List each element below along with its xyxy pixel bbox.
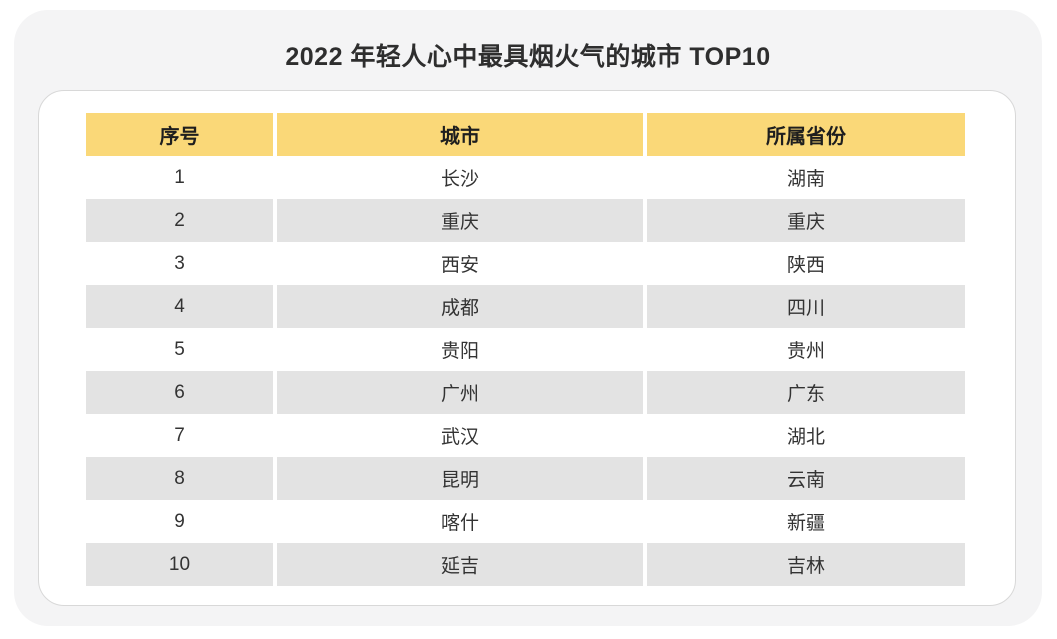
page-title: 2022 年轻人心中最具烟火气的城市 TOP10	[285, 43, 771, 71]
cell-rank: 7	[174, 424, 185, 446]
table-card: 序号 城市 所属省份 1 长沙 湖南 2 重庆 重庆 3 西安 陕西 4	[38, 90, 1016, 606]
cell-city: 广州	[277, 371, 643, 414]
table-row: 6 广州 广东	[86, 371, 965, 414]
table-row: 4 成都 四川	[86, 285, 965, 328]
header-cell-rank: 序号	[86, 113, 273, 156]
cell-city: 喀什	[440, 513, 479, 534]
cell-rank: 10	[86, 543, 273, 586]
cell-rank: 9	[174, 510, 185, 532]
cell-rank: 4	[86, 285, 273, 328]
cell-province: 重庆	[647, 199, 965, 242]
cell-province: 湖北	[786, 427, 825, 448]
cell-province: 陕西	[786, 255, 825, 276]
table-row: 8 昆明 云南	[86, 457, 965, 500]
table-row: 5 贵阳 贵州	[86, 328, 965, 371]
cell-province: 四川	[647, 285, 965, 328]
cell-city: 重庆	[277, 199, 643, 242]
table-row: 3 西安 陕西	[86, 242, 965, 285]
cell-province: 新疆	[786, 513, 825, 534]
cell-city: 武汉	[440, 427, 479, 448]
table-row: 7 武汉 湖北	[86, 414, 965, 457]
cell-rank: 8	[86, 457, 273, 500]
table-row: 9 喀什 新疆	[86, 500, 965, 543]
cell-rank: 3	[174, 252, 185, 274]
page-background: 2022 年轻人心中最具烟火气的城市 TOP10 序号 城市 所属省份 1 长沙…	[14, 10, 1042, 626]
cell-city: 长沙	[440, 169, 479, 190]
cell-city: 昆明	[277, 457, 643, 500]
cell-city: 延吉	[277, 543, 643, 586]
cell-rank: 2	[86, 199, 273, 242]
header-cell-city: 城市	[277, 113, 643, 156]
table-header-row: 序号 城市 所属省份	[86, 113, 965, 156]
cell-province: 贵州	[786, 341, 825, 362]
cell-city: 贵阳	[440, 341, 479, 362]
table-row: 10 延吉 吉林	[86, 543, 965, 586]
cell-province: 湖南	[786, 169, 825, 190]
cell-rank: 5	[174, 338, 185, 360]
cell-city: 成都	[277, 285, 643, 328]
header-cell-province: 所属省份	[647, 113, 965, 156]
cell-province: 云南	[647, 457, 965, 500]
cell-rank: 1	[174, 166, 185, 188]
cell-city: 西安	[440, 255, 479, 276]
table-row: 2 重庆 重庆	[86, 199, 965, 242]
cell-province: 广东	[647, 371, 965, 414]
cell-rank: 6	[86, 371, 273, 414]
cell-province: 吉林	[647, 543, 965, 586]
table-row: 1 长沙 湖南	[86, 156, 965, 199]
ranking-table: 序号 城市 所属省份 1 长沙 湖南 2 重庆 重庆 3 西安 陕西 4	[86, 113, 965, 586]
